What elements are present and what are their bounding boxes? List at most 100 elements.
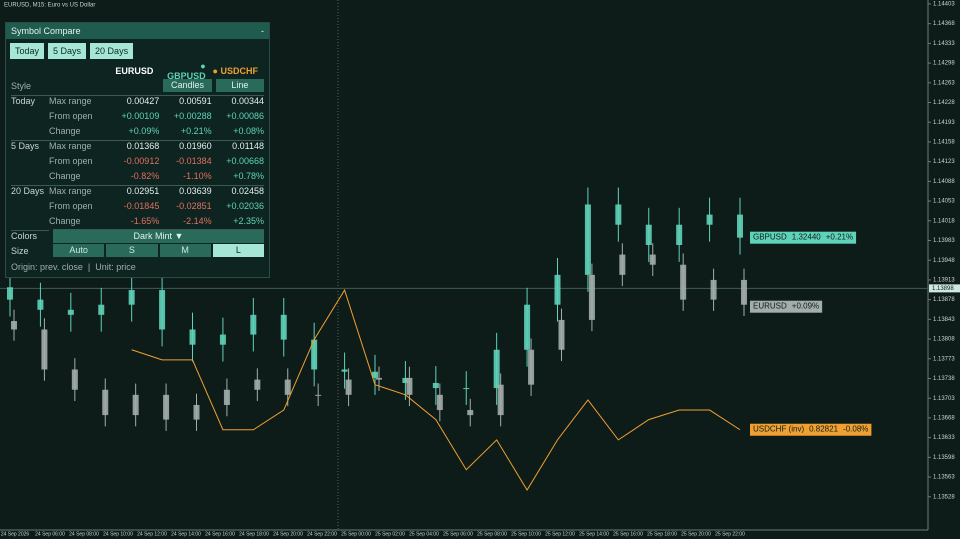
- candle-body: [11, 321, 17, 330]
- symbol-header: EURUSD: [107, 66, 159, 76]
- style-button[interactable]: Candles: [163, 79, 212, 92]
- style-button[interactable]: Line: [215, 79, 264, 92]
- candle-body: [37, 299, 44, 310]
- candle-body: [710, 279, 717, 300]
- end-label-last-label: 0.82821: [809, 425, 838, 434]
- x-tick-label: 24 Sep 08:00: [69, 531, 99, 537]
- size-button[interactable]: Auto: [53, 244, 105, 257]
- candle-body: [223, 389, 230, 405]
- stat-value: -0.01845: [123, 200, 160, 211]
- size-button[interactable]: L: [212, 244, 264, 257]
- candle-body: [649, 254, 656, 265]
- candle-body: [254, 379, 261, 390]
- color-scheme-button[interactable]: Dark Mint ▼: [53, 228, 264, 243]
- row-label: Max range: [49, 185, 107, 196]
- stat-value: -1.65%: [130, 215, 160, 226]
- y-tick-label: 1.13703: [933, 396, 955, 402]
- tabs[interactable]: Today 5 Days 20 Days: [6, 39, 269, 63]
- stat-value: 0.00427: [107, 95, 160, 106]
- window-title: EURUSD, M15: Euro vs US Dollar: [4, 3, 95, 9]
- end-label-box: [750, 231, 857, 244]
- symbol-dot: ●: [200, 60, 206, 71]
- stat-value: +0.21%: [180, 125, 212, 136]
- y-tick-label: 1.13563: [933, 475, 955, 481]
- x-tick-label: 24 Sep 12:00: [137, 531, 167, 537]
- symbol-header: ● GBPUSD: [159, 61, 211, 81]
- end-label-name: USDCHF (inv): [753, 425, 804, 434]
- stat-value: 0.00591: [159, 95, 212, 106]
- stat-value: 0.01148: [211, 140, 264, 151]
- y-tick-label: 1.14298: [933, 61, 955, 67]
- stat-value: 0.03639: [159, 185, 212, 196]
- x-tick-label: 24 Sep 10:00: [103, 531, 133, 537]
- candle-body: [345, 379, 352, 395]
- row-label: Change: [49, 215, 81, 226]
- candle-body: [250, 314, 257, 335]
- x-tick-label: 25 Sep 00:00: [341, 531, 371, 537]
- candle-body: [280, 314, 287, 340]
- panel-footer: Origin: prev. close | Unit: price: [11, 262, 136, 272]
- x-tick-label: 25 Sep 06:00: [443, 531, 473, 537]
- candle-body: [193, 404, 200, 420]
- candle-body: [558, 319, 565, 350]
- tab[interactable]: Today: [10, 43, 45, 59]
- candle-body: [132, 394, 139, 416]
- x-tick-label: 25 Sep 16:00: [613, 531, 643, 537]
- row-label: Change: [49, 170, 81, 181]
- series-line: [131, 288, 741, 491]
- candle-body: [341, 369, 348, 372]
- x-tick-label: 25 Sep 20:00: [681, 531, 711, 537]
- stat-value: +0.78%: [233, 170, 264, 181]
- candle-body: [615, 204, 622, 225]
- y-tick-label: 1.13843: [933, 317, 955, 323]
- candle-body: [467, 410, 474, 416]
- stat-value: 0.01960: [159, 140, 212, 151]
- collapse-button[interactable]: -: [261, 26, 264, 36]
- y-tick-label: 1.14228: [933, 100, 955, 106]
- end-label: GBPUSD 1.32440 +0.21%: [753, 233, 853, 242]
- size-button[interactable]: S: [106, 244, 158, 257]
- candle-body: [284, 379, 291, 395]
- candle-body: [376, 377, 382, 380]
- candle-body: [219, 334, 226, 345]
- colors-label: Colors: [11, 230, 49, 241]
- row-label: Max range: [49, 95, 107, 106]
- candle-body: [524, 304, 531, 350]
- candle-body: [584, 204, 591, 275]
- stat-value: +2.35%: [233, 215, 264, 226]
- stat-value: 0.01368: [107, 140, 160, 151]
- size-button[interactable]: M: [159, 244, 211, 257]
- candle-body: [406, 377, 413, 395]
- candle-body: [163, 394, 170, 420]
- candle-body: [102, 389, 109, 416]
- row-label: From open: [49, 110, 93, 121]
- stat-value: -0.01384: [176, 155, 212, 166]
- tab[interactable]: 5 Days: [48, 43, 87, 59]
- candle-body: [67, 309, 74, 315]
- candle-body: [737, 214, 743, 238]
- size-buttons[interactable]: Auto S M L: [53, 244, 264, 257]
- current-price-box: [929, 284, 960, 293]
- y-tick-label: 1.14403: [933, 2, 955, 8]
- candle-body: [311, 339, 318, 370]
- candle-body: [98, 304, 105, 315]
- end-label-name: EURUSD: [753, 302, 787, 311]
- tab[interactable]: 20 Days: [90, 43, 134, 59]
- stat-value: 0.02458: [211, 185, 264, 196]
- x-tick-label: 25 Sep 12:00: [545, 531, 575, 537]
- y-tick-label: 1.13808: [933, 337, 955, 343]
- y-tick-label: 1.13598: [933, 455, 955, 461]
- end-label-name: GBPUSD: [753, 233, 787, 242]
- stat-value: +0.02036: [226, 200, 264, 211]
- candle-body: [71, 369, 78, 390]
- end-label: USDCHF (inv) 0.82821 -0.08%: [753, 425, 868, 434]
- candle-body: [497, 384, 504, 416]
- candle-body: [463, 388, 470, 390]
- end-label-change-label: +0.09%: [792, 302, 819, 311]
- row-label: From open: [49, 155, 93, 166]
- y-tick-label: 1.14158: [933, 140, 955, 146]
- x-tick-label: 24 Sep 22:00: [307, 531, 337, 537]
- candle-body: [676, 224, 683, 246]
- stat-value: +0.00668: [226, 155, 264, 166]
